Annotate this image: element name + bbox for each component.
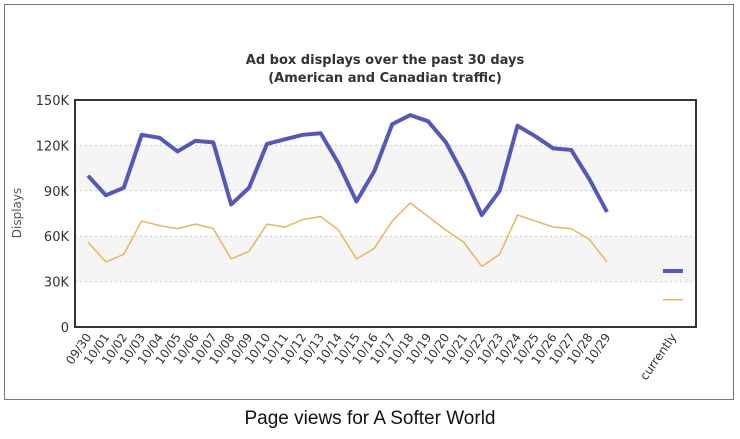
x-tick-label-currently: currently [637, 331, 679, 383]
y-axis-label: Displays [10, 188, 24, 238]
chart-title: Ad box displays over the past 30 days [246, 53, 525, 68]
chart-subtitle: (American and Canadian traffic) [268, 71, 502, 86]
y-tick-label: 60K [44, 230, 70, 245]
figure-caption: Page views for A Softer World [244, 408, 496, 429]
series-line-1 [87, 202, 608, 268]
line-chart: Ad box displays over the past 30 days (A… [10, 53, 697, 383]
grid-band [75, 236, 696, 282]
grid-band [75, 145, 696, 191]
plot-border [74, 99, 697, 328]
y-tick-label: 30K [44, 276, 70, 291]
y-tick-label: 0 [61, 321, 69, 336]
y-tick-label: 120K [36, 139, 70, 154]
y-tick-label: 90K [44, 185, 70, 200]
chart-frame [4, 4, 734, 400]
y-tick-label: 150K [36, 94, 70, 109]
series-line-0 [86, 113, 609, 218]
